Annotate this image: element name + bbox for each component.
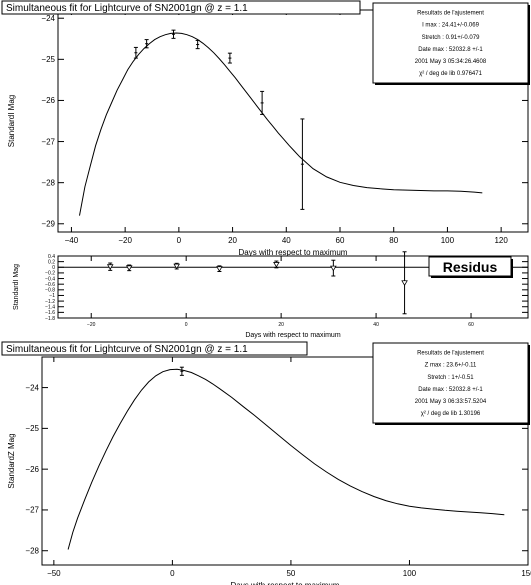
y-tick-label: −1.2 xyxy=(45,299,55,305)
x-tick-label: 0 xyxy=(177,236,182,245)
y-tick-label: −0.6 xyxy=(45,282,55,288)
y-tick-label: −28 xyxy=(25,547,39,556)
data-point xyxy=(273,262,280,268)
results-box-line: 2001 May 3 05:34:26.4608 xyxy=(415,59,487,65)
y-axis-label: StandardI Mag xyxy=(13,264,20,310)
y-tick-label: −25 xyxy=(41,55,55,64)
x-tick-label: 60 xyxy=(336,236,345,245)
chart-2: −20 0 20 40 600.40.20−0.2−0.4−0.6−0.8−1−1.2−… xyxy=(13,251,529,339)
x-tick-label: 80 xyxy=(389,236,398,245)
x-axis-label: Days with respect to maximum xyxy=(231,581,340,585)
fit-curve xyxy=(67,368,505,550)
data-point xyxy=(173,263,180,270)
results-box xyxy=(372,2,529,84)
chart-title: Simultaneous fit for Lightcurve of SN200… xyxy=(6,3,248,14)
x-tick-label: −40 xyxy=(65,236,79,245)
x-axis-label: Days with respect to maximum xyxy=(239,248,348,257)
data-point xyxy=(216,266,223,272)
results-box-title: Resultats de l'ajustement xyxy=(417,11,484,17)
y-axis-label: StandardZ Mag xyxy=(7,433,16,488)
y-tick-label: −25 xyxy=(25,424,39,433)
residus-box xyxy=(428,256,512,277)
y-tick-label: −24 xyxy=(25,383,39,392)
y-tick-label: −27 xyxy=(25,506,39,515)
x-tick-label: 150 xyxy=(521,569,531,578)
x-tick-label: 20 xyxy=(228,236,237,245)
y-tick-label: 0.2 xyxy=(48,259,55,265)
y-tick-label: 0 xyxy=(52,265,55,271)
results-box-line: χ² / deg de lib 0.976471 xyxy=(419,71,483,77)
fit-curve xyxy=(79,32,483,216)
y-tick-label: −27 xyxy=(41,137,55,146)
x-tick-label: 0 xyxy=(170,569,175,578)
results-box-title: Resultats de l'ajustement xyxy=(417,351,484,357)
plot-frame xyxy=(41,356,529,566)
x-tick-label: 40 xyxy=(282,236,291,245)
x-tick-label: 20 xyxy=(278,322,284,328)
y-tick-label: −1.4 xyxy=(45,304,55,310)
data-point xyxy=(125,265,133,272)
results-box-line: Date max : 52032.8 +/-1 xyxy=(418,387,483,393)
y-tick-label: −24 xyxy=(41,14,55,23)
y-tick-label: −28 xyxy=(41,178,55,187)
y-tick-label: −1.8 xyxy=(45,316,55,322)
y-tick-label: 0.4 xyxy=(48,254,55,260)
chart-1: −40 −20 0 20 40 60 80 100 120 −24 −25 −26 −27 −28 −29 D… xyxy=(7,9,529,257)
chart-3: −50 0 50 100 150 −24 −25 −26 −27 −28 Days with res… xyxy=(7,356,531,585)
results-box-line: I max : 24.41+/-0.069 xyxy=(422,23,480,29)
results-box-line: Stretch : 1+/-0.51 xyxy=(427,375,474,381)
residus-title: Residus xyxy=(443,259,498,275)
x-tick-label: 60 xyxy=(468,322,474,328)
y-tick-label: −1.6 xyxy=(45,310,55,316)
x-tick-label: 50 xyxy=(286,569,295,578)
x-axis-label: Days with respect to maximum xyxy=(245,332,340,339)
x-tick-label: 100 xyxy=(441,236,455,245)
x-tick-label: −20 xyxy=(118,236,132,245)
y-tick-label: −29 xyxy=(41,220,55,229)
y-tick-label: −0.8 xyxy=(45,288,55,294)
x-tick-label: −50 xyxy=(47,569,61,578)
data-point xyxy=(106,264,114,270)
results-box-line: χ² / deg de lib 1.30196 xyxy=(421,411,481,417)
x-tick-label: −20 xyxy=(87,322,96,328)
x-tick-label: 40 xyxy=(373,322,379,328)
chart-title: Simultaneous fit for Lightcurve of SN200… xyxy=(6,344,248,355)
results-box-line: Z max : 23.6+/-0.11 xyxy=(425,363,477,369)
y-tick-label: −0.4 xyxy=(45,276,55,282)
title-box xyxy=(1,0,361,15)
x-tick-label: 120 xyxy=(494,236,508,245)
results-box-line: 2001 May 3 06:33:57.5204 xyxy=(415,399,487,405)
y-tick-label: −1 xyxy=(49,293,55,299)
data-point xyxy=(330,265,337,272)
y-tick-label: −26 xyxy=(25,465,39,474)
y-axis-label: StandardI Mag xyxy=(7,95,16,147)
x-tick-label: 100 xyxy=(403,569,417,578)
title-box xyxy=(1,341,308,356)
results-box xyxy=(372,342,529,424)
plot-frame xyxy=(57,255,529,319)
results-box-line: Date max : 52032.8 +/-1 xyxy=(418,47,483,53)
results-box-line: Stretch : 0.91+/-0.079 xyxy=(422,35,481,41)
y-tick-label: −26 xyxy=(41,96,55,105)
x-tick-label: 0 xyxy=(185,322,188,328)
y-tick-label: −0.2 xyxy=(45,271,55,277)
data-point xyxy=(401,280,408,286)
